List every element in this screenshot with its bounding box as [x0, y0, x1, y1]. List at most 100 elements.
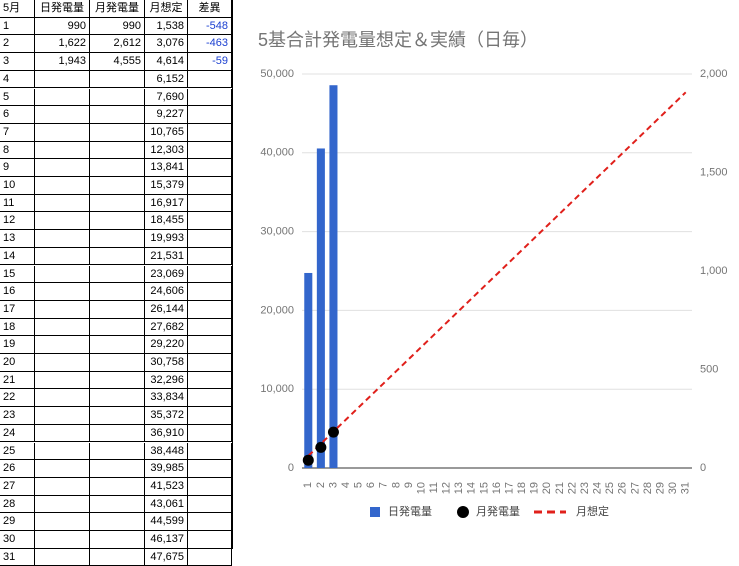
cell[interactable]: 1,622 — [35, 35, 90, 54]
cell[interactable] — [35, 247, 90, 266]
cell[interactable]: 2 — [0, 35, 35, 54]
cell[interactable] — [35, 371, 90, 390]
cell[interactable] — [35, 123, 90, 142]
cell[interactable] — [35, 159, 90, 177]
cell[interactable]: 6 — [0, 106, 35, 124]
cell[interactable] — [35, 230, 90, 248]
cell[interactable] — [35, 495, 90, 514]
cell[interactable] — [188, 194, 232, 213]
cell[interactable]: 13 — [0, 230, 35, 248]
cell[interactable] — [90, 141, 145, 160]
cell[interactable]: 30 — [0, 531, 35, 549]
cell[interactable] — [35, 88, 90, 107]
cell[interactable] — [188, 318, 232, 337]
cell[interactable] — [35, 194, 90, 213]
cell[interactable]: 17 — [0, 300, 35, 319]
cell[interactable]: 44,599 — [145, 513, 188, 531]
cell[interactable] — [90, 212, 145, 231]
cell[interactable] — [188, 531, 232, 549]
cell[interactable] — [35, 354, 90, 372]
cell[interactable]: 13,841 — [145, 159, 188, 177]
cell[interactable]: 41,523 — [145, 477, 188, 496]
cell[interactable] — [188, 177, 232, 195]
cell[interactable]: 29,220 — [145, 336, 188, 354]
header-cell[interactable]: 月想定 — [145, 0, 188, 18]
cell[interactable] — [90, 513, 145, 531]
cell[interactable]: 23,069 — [145, 265, 188, 284]
cell[interactable] — [90, 247, 145, 266]
cell[interactable] — [35, 318, 90, 337]
cell[interactable]: 39,985 — [145, 460, 188, 478]
cell[interactable] — [90, 424, 145, 443]
cell[interactable] — [35, 442, 90, 461]
header-cell[interactable]: 5月 — [0, 0, 35, 18]
cell[interactable] — [90, 70, 145, 89]
cell[interactable] — [188, 371, 232, 390]
cell[interactable]: 21,531 — [145, 247, 188, 266]
cell[interactable]: 38,448 — [145, 442, 188, 461]
cell[interactable]: 3,076 — [145, 35, 188, 54]
cell[interactable] — [188, 389, 232, 408]
cell[interactable]: 26,144 — [145, 300, 188, 319]
cell[interactable] — [188, 141, 232, 160]
cell[interactable] — [188, 336, 232, 354]
cell[interactable] — [188, 265, 232, 284]
cell[interactable]: 25 — [0, 442, 35, 461]
cell[interactable] — [188, 424, 232, 443]
cell[interactable]: 4 — [0, 70, 35, 89]
cell[interactable] — [188, 548, 232, 566]
header-cell[interactable]: 差異 — [188, 0, 232, 18]
cell[interactable]: 18 — [0, 318, 35, 337]
cell[interactable] — [188, 123, 232, 142]
cell[interactable]: 31 — [0, 548, 35, 566]
cell[interactable] — [90, 123, 145, 142]
cell[interactable] — [90, 407, 145, 425]
cell[interactable] — [188, 230, 232, 248]
cell[interactable]: 12,303 — [145, 141, 188, 160]
cell[interactable] — [90, 283, 145, 301]
cell[interactable] — [35, 548, 90, 566]
cell[interactable]: 4,614 — [145, 53, 188, 71]
cell[interactable]: 10,765 — [145, 123, 188, 142]
cell[interactable]: 2,612 — [90, 35, 145, 54]
cell[interactable] — [35, 460, 90, 478]
cell[interactable]: -59 — [188, 53, 232, 71]
cell[interactable] — [35, 141, 90, 160]
cell[interactable]: 22 — [0, 389, 35, 408]
cell[interactable] — [188, 513, 232, 531]
cell[interactable] — [90, 194, 145, 213]
cell[interactable]: 26 — [0, 460, 35, 478]
cell[interactable]: 1 — [0, 17, 35, 36]
cell[interactable]: 8 — [0, 141, 35, 160]
cell[interactable] — [35, 265, 90, 284]
cell[interactable]: 15 — [0, 265, 35, 284]
cell[interactable]: 1,538 — [145, 17, 188, 36]
cell[interactable]: 29 — [0, 513, 35, 531]
cell[interactable]: 3 — [0, 53, 35, 71]
cell[interactable]: 27 — [0, 477, 35, 496]
cell[interactable] — [35, 477, 90, 496]
cell[interactable]: 28 — [0, 495, 35, 514]
cell[interactable] — [188, 477, 232, 496]
cell[interactable] — [188, 442, 232, 461]
cell[interactable]: 24,606 — [145, 283, 188, 301]
cell[interactable] — [90, 442, 145, 461]
cell[interactable] — [90, 548, 145, 566]
cell[interactable] — [90, 159, 145, 177]
cell[interactable]: 43,061 — [145, 495, 188, 514]
cell[interactable]: 11 — [0, 194, 35, 213]
cell[interactable]: -548 — [188, 17, 232, 36]
cell[interactable]: 14 — [0, 247, 35, 266]
cell[interactable]: 4,555 — [90, 53, 145, 71]
cell[interactable] — [90, 300, 145, 319]
cell[interactable] — [35, 106, 90, 124]
cell[interactable]: 24 — [0, 424, 35, 443]
cell[interactable]: 990 — [90, 17, 145, 36]
cell[interactable]: 35,372 — [145, 407, 188, 425]
cell[interactable] — [188, 212, 232, 231]
cell[interactable] — [35, 300, 90, 319]
cell[interactable] — [35, 531, 90, 549]
cell[interactable] — [90, 318, 145, 337]
cell[interactable]: 9,227 — [145, 106, 188, 124]
cell[interactable] — [188, 300, 232, 319]
